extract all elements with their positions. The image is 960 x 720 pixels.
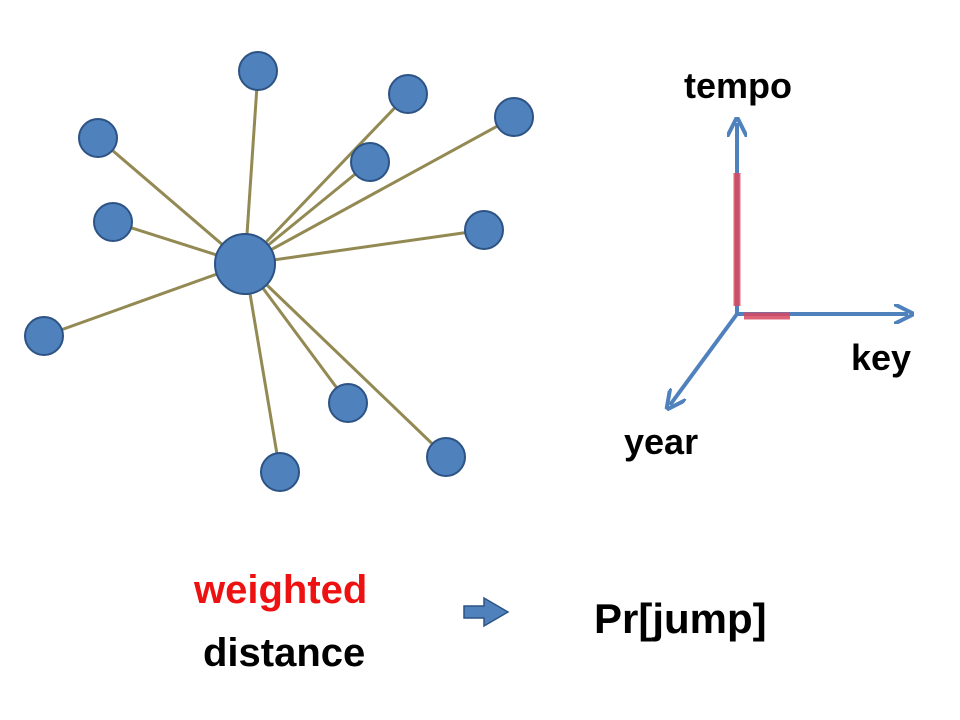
- leaf-node: [93, 202, 133, 242]
- edge: [243, 262, 448, 459]
- key-axis-label: key: [851, 337, 912, 378]
- leaf-node: [238, 51, 278, 91]
- axes-diagram: [670, 123, 908, 405]
- edge: [243, 263, 282, 473]
- network-nodes: [24, 51, 534, 492]
- leaf-node: [464, 210, 504, 250]
- edge: [243, 92, 410, 266]
- leaf-node: [260, 452, 300, 492]
- hub-node: [214, 233, 276, 295]
- edge: [43, 262, 246, 338]
- edge: [97, 136, 246, 266]
- edge: [244, 228, 485, 266]
- jump-probability-label: Pr[jump]: [594, 595, 767, 642]
- weighted-label: weighted: [194, 568, 368, 612]
- leaf-node: [24, 316, 64, 356]
- distance-label: distance: [203, 631, 366, 675]
- edge: [243, 70, 260, 265]
- year-axis: [670, 312, 739, 405]
- tempo-axis-label: tempo: [684, 65, 792, 106]
- right-arrow-icon: [463, 596, 510, 628]
- leaf-node: [388, 74, 428, 114]
- leaf-node: [78, 118, 118, 158]
- star-network: [24, 51, 534, 492]
- leaf-node: [494, 97, 534, 137]
- leaf-node: [426, 437, 466, 477]
- edge: [244, 115, 515, 266]
- leaf-node: [350, 142, 390, 182]
- leaf-node: [328, 383, 368, 423]
- year-axis-label: year: [624, 421, 699, 462]
